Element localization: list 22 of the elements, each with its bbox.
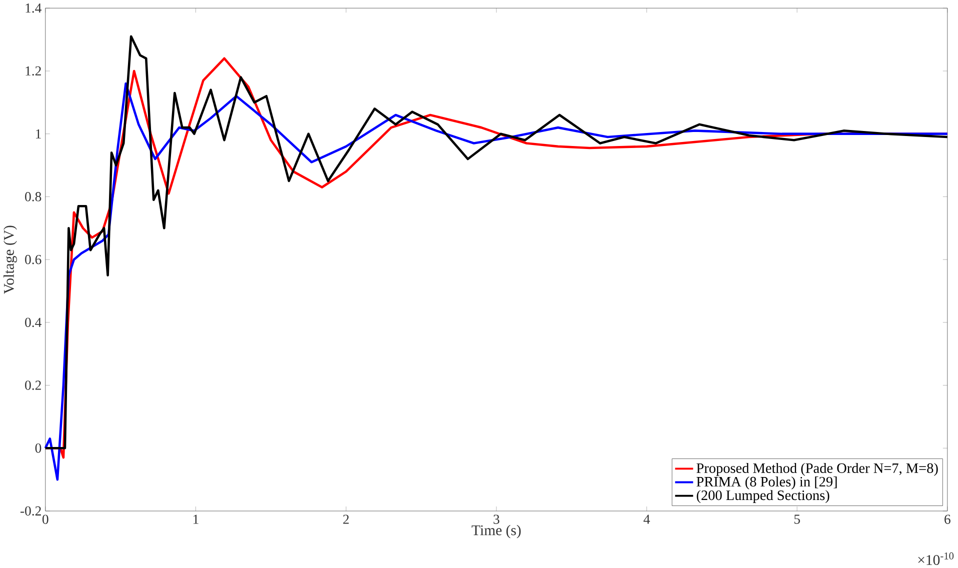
y-tick-label: 1 (36, 129, 41, 138)
x-tick-label: 4 (644, 514, 650, 524)
x-tick-label: 5 (794, 514, 800, 524)
y-tick-label: 0.2 (25, 380, 41, 390)
y-tick-label: 0 (35, 443, 42, 453)
x-tick-label: 3 (494, 514, 500, 524)
y-tick-label: -0.2 (20, 506, 41, 516)
x-tick-label: 1 (194, 514, 198, 524)
x-axis-title: Time (s) (472, 524, 521, 538)
y-tick-label: 1.2 (26, 66, 41, 76)
y-tick-label: 1.4 (26, 3, 42, 13)
x-tick-label: 2 (343, 514, 349, 524)
x-tick-label: 0 (42, 514, 48, 524)
legend-label: PRIMA (8 Poles) in [29] (696, 476, 837, 490)
legend-label: (200 Lumped Sections) (696, 490, 830, 503)
y-axis-title: Voltage (V) (4, 225, 17, 294)
y-tick-label: 0.8 (25, 192, 42, 202)
y-tick-label: 0.6 (25, 254, 42, 264)
legend-label: Proposed Method (Pade Order N=7, M=8) (696, 462, 938, 476)
x-tick-label: 6 (944, 514, 950, 524)
text: ×10$^{-10}$ (918, 552, 954, 565)
y-tick-label: 0.4 (25, 318, 42, 327)
